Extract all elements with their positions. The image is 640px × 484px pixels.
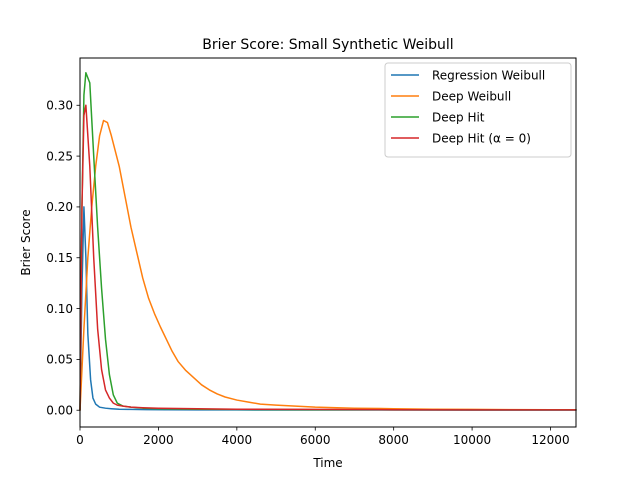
x-tick-label: 4000 bbox=[222, 433, 253, 447]
y-axis-label: Brier Score bbox=[19, 209, 33, 275]
legend-label-3: Deep Hit (α = 0) bbox=[432, 131, 531, 145]
legend-label-1: Deep Weibull bbox=[432, 89, 511, 103]
x-tick-label: 0 bbox=[76, 433, 84, 447]
x-tick-label: 2000 bbox=[143, 433, 174, 447]
legend-items: Regression Weibull Deep Weibull Deep Hit De… bbox=[391, 68, 545, 145]
legend: Regression Weibull Deep Weibull Deep Hit De… bbox=[384, 62, 572, 158]
y-tick-label: 0.10 bbox=[46, 302, 73, 316]
chart-title: Brier Score: Small Synthetic Weibull bbox=[202, 37, 453, 53]
series-layer bbox=[79, 71, 577, 411]
y-tick-label: 0.30 bbox=[46, 99, 73, 113]
x-axis-ticks: 0 2000 4000 6000 8000 10000 12000 bbox=[76, 427, 570, 447]
x-tick-label: 10000 bbox=[453, 433, 491, 447]
x-tick-label: 6000 bbox=[300, 433, 331, 447]
y-tick-label: 0.25 bbox=[46, 149, 73, 163]
plot-area-frame bbox=[79, 57, 577, 428]
legend-box bbox=[384, 62, 572, 158]
x-tick-label: 8000 bbox=[378, 433, 409, 447]
y-tick-label: 0.00 bbox=[46, 404, 73, 418]
legend-label-0: Regression Weibull bbox=[432, 68, 545, 82]
legend-label-2: Deep Hit bbox=[432, 110, 485, 124]
y-tick-label: 0.20 bbox=[46, 200, 73, 214]
x-axis-label: Time bbox=[312, 456, 342, 470]
y-tick-label: 0.15 bbox=[46, 251, 73, 265]
y-tick-label: 0.05 bbox=[46, 353, 73, 367]
y-axis-ticks: 0.00 0.05 0.10 0.15 0.20 0.25 0.30 bbox=[46, 99, 80, 418]
x-tick-label: 12000 bbox=[531, 433, 569, 447]
series-line-1 bbox=[79, 119, 577, 411]
series-line-3 bbox=[79, 104, 577, 411]
